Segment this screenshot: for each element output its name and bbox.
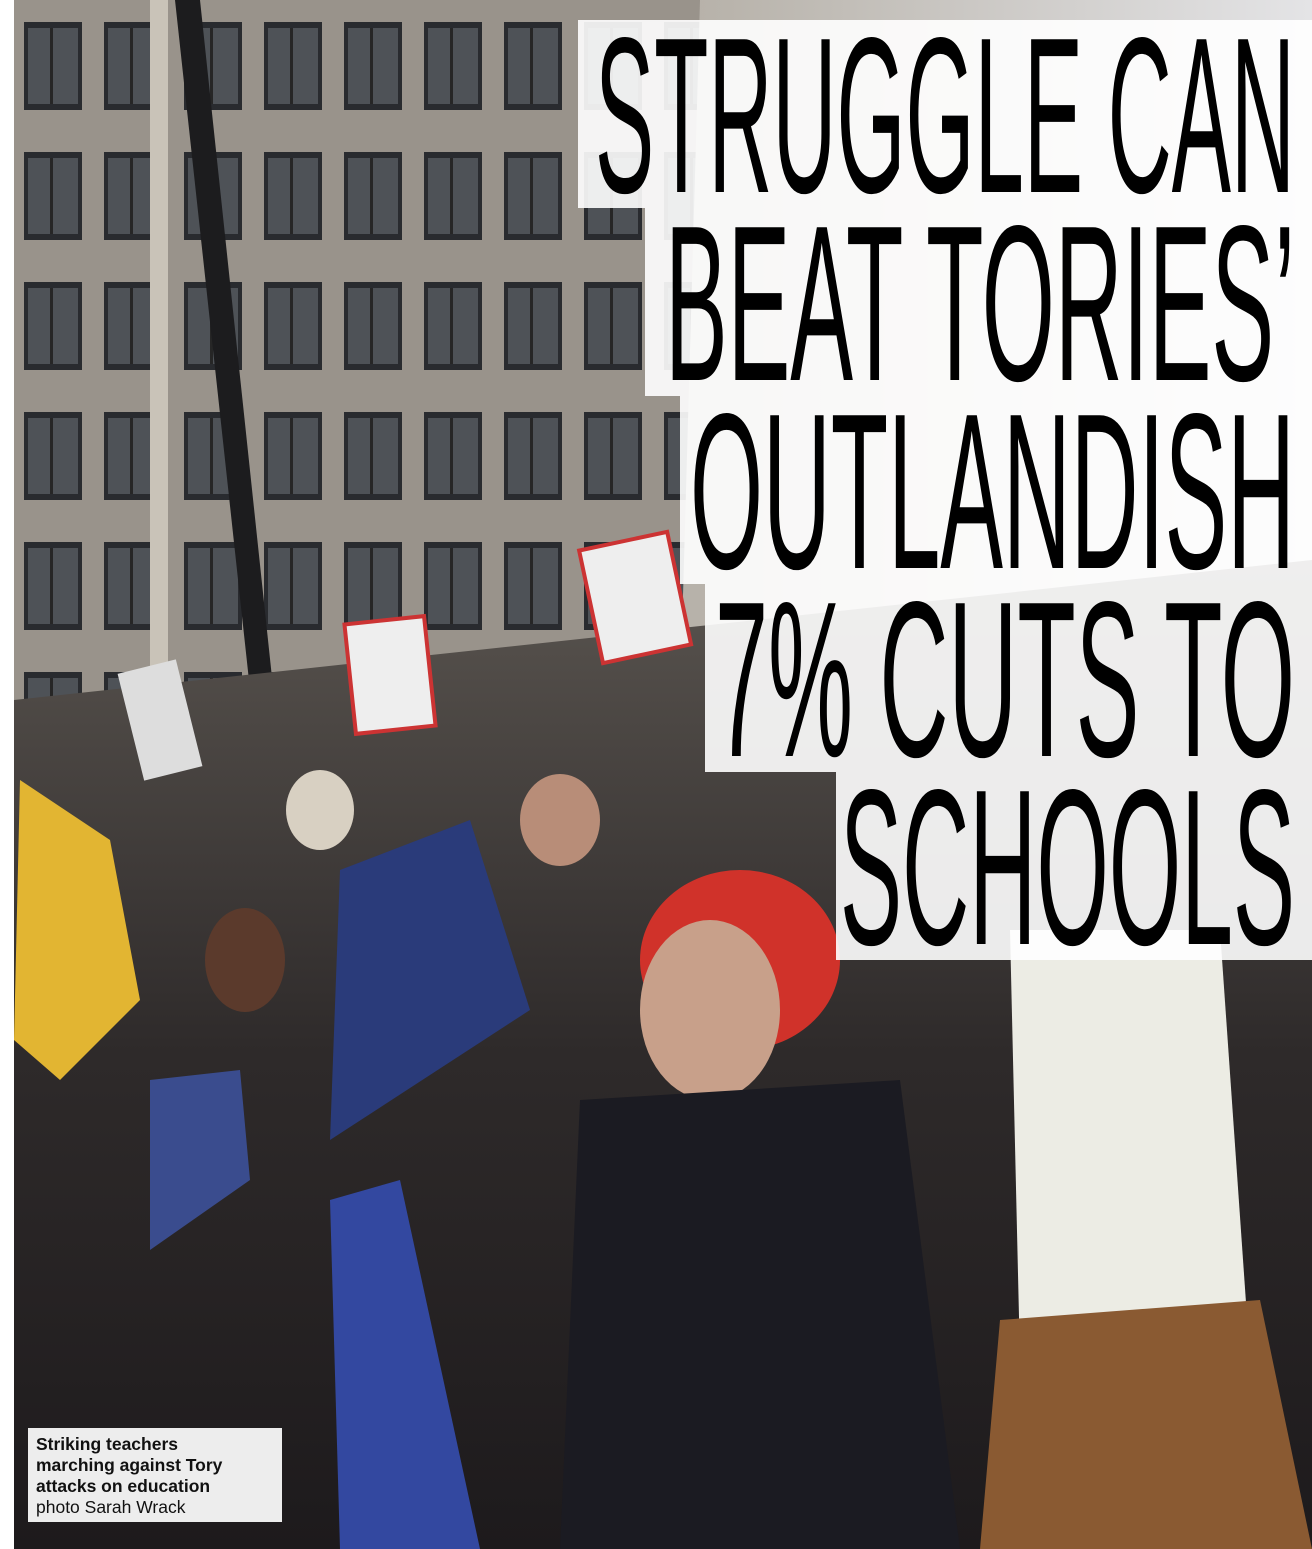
- page: STRUGGLE CANBEAT TORIES’OUTLANDISH7% CUT…: [0, 0, 1312, 1549]
- caption-line: marching against Tory: [36, 1455, 276, 1476]
- photo-caption: Striking teachers marching against Tory …: [28, 1428, 282, 1522]
- headline-line: SCHOOLS: [840, 744, 1295, 992]
- caption-line: Striking teachers: [36, 1434, 276, 1455]
- front-page: STRUGGLE CANBEAT TORIES’OUTLANDISH7% CUT…: [0, 0, 1312, 1549]
- photo-credit: photo Sarah Wrack: [36, 1497, 276, 1518]
- caption-line: attacks on education: [36, 1476, 276, 1497]
